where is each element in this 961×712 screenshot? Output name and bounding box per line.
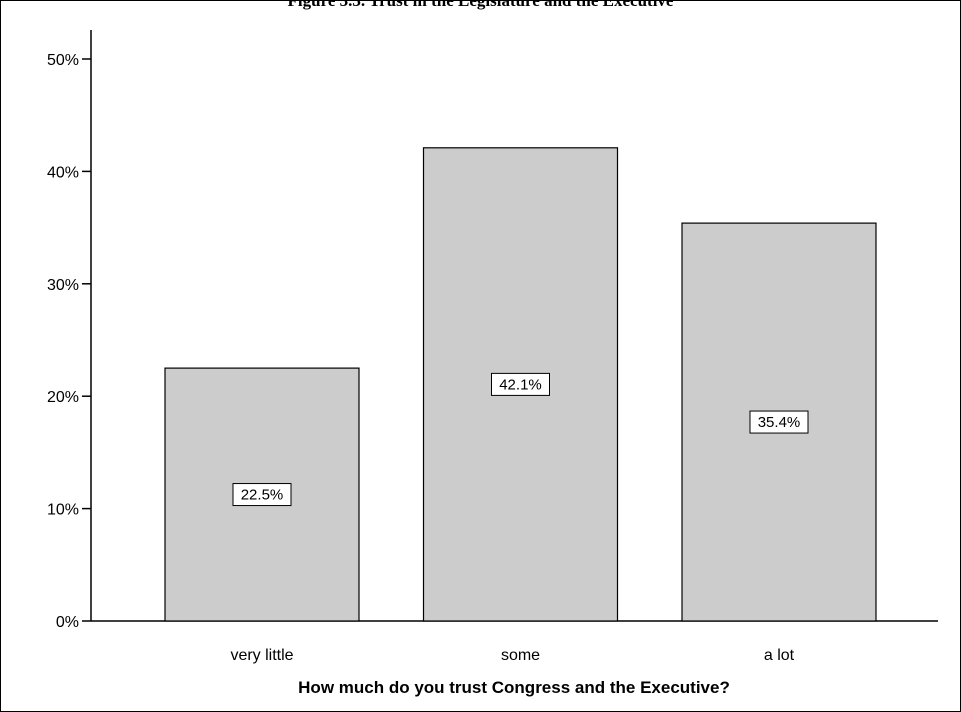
- y-tick-label: 40%: [47, 164, 79, 181]
- data-label-box: [232, 483, 292, 507]
- data-label-box: [491, 372, 550, 396]
- y-tick-label: 20%: [47, 389, 79, 406]
- x-tick-label: very little: [230, 647, 293, 664]
- data-label-box: [749, 410, 809, 434]
- y-tick-label: 10%: [47, 502, 79, 519]
- x-axis-title: How much do you trust Congress and the E…: [298, 678, 730, 697]
- y-tick-label: 0%: [56, 614, 79, 631]
- y-tick-label: 30%: [47, 277, 79, 294]
- y-tick-label: 50%: [47, 52, 79, 69]
- data-label: 35.4%: [758, 414, 801, 431]
- chart-title: Figure 3.3. Trust in the Legislature and…: [287, 0, 674, 10]
- data-label: 42.1%: [499, 376, 542, 393]
- x-tick-label: a lot: [764, 647, 795, 664]
- data-label: 22.5%: [241, 487, 284, 504]
- x-tick-label: some: [501, 647, 540, 664]
